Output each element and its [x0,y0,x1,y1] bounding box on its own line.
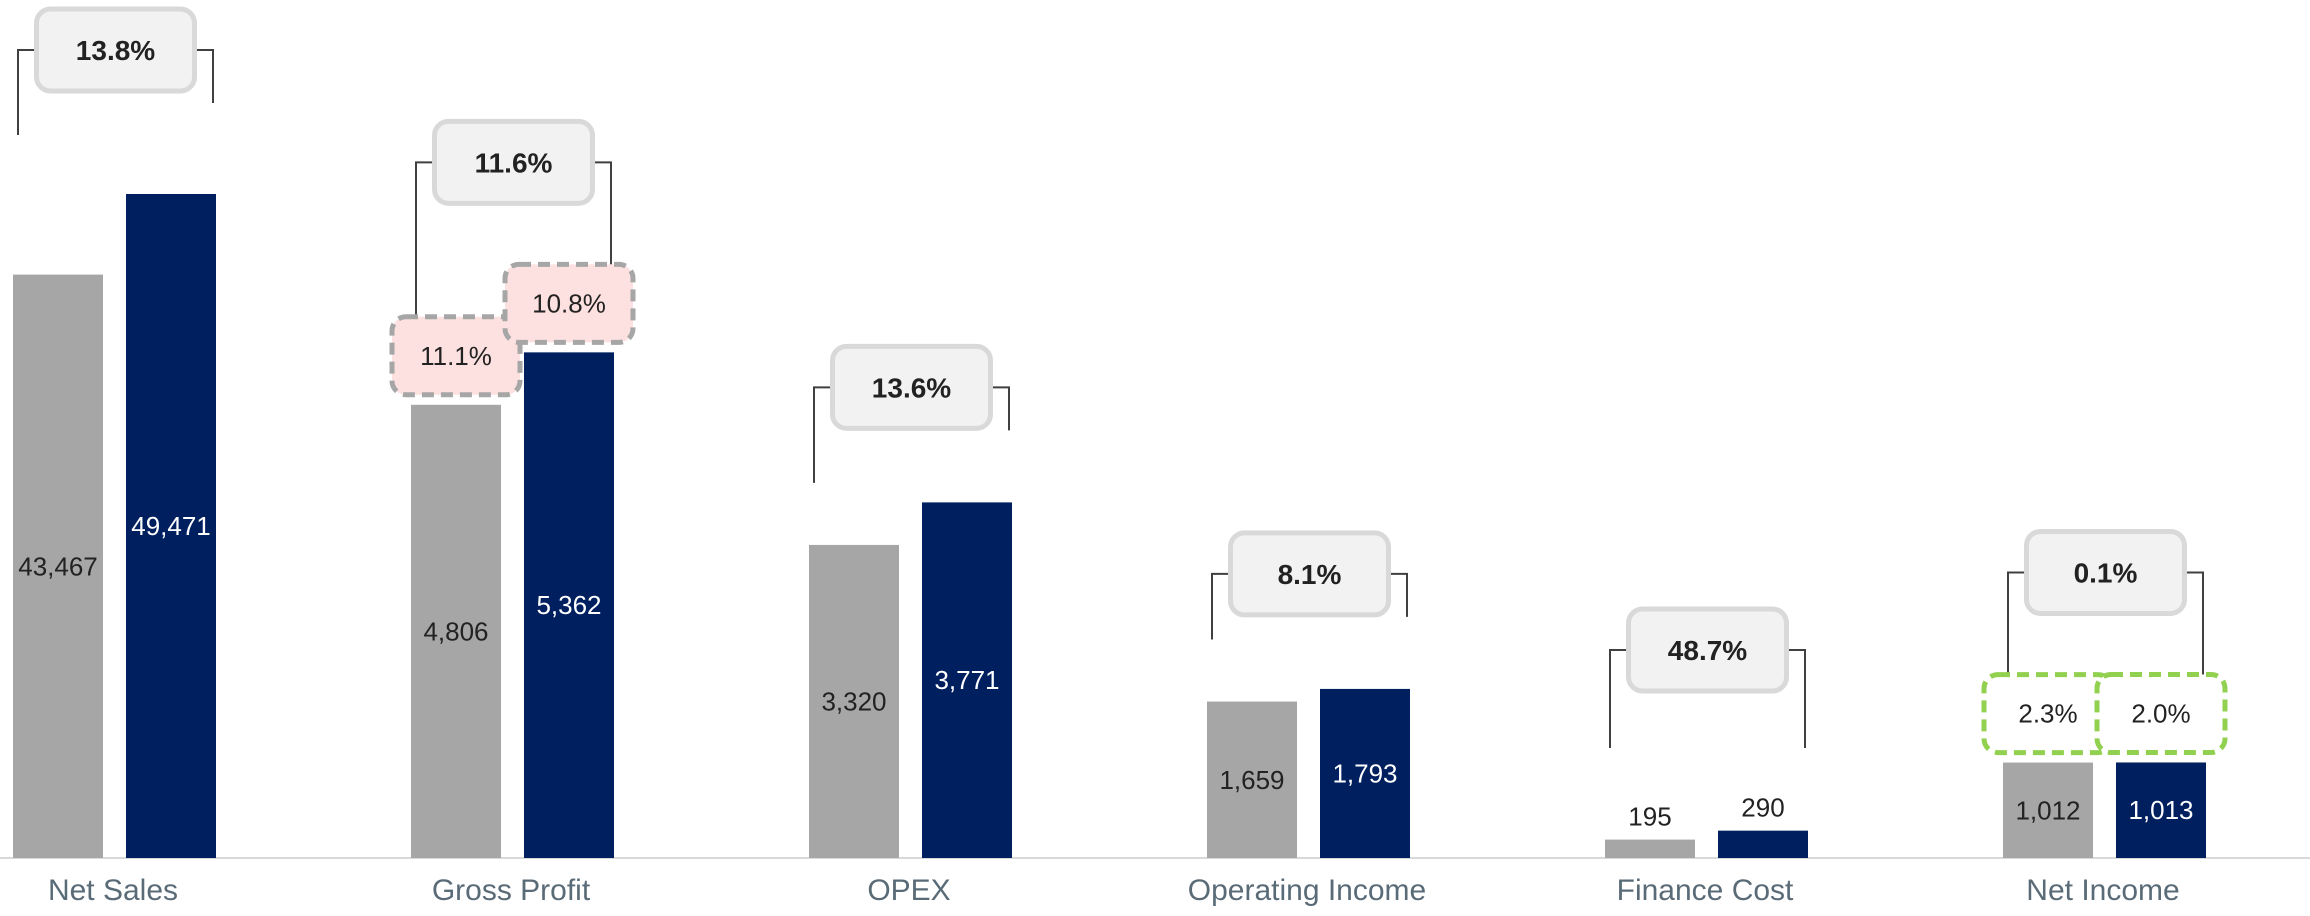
bar-net-income-prior [2003,762,2093,858]
category-labels: Net Sales Gross Profit OPEX Operating Incom… [48,874,2180,907]
bar-net-sales-current [126,194,216,858]
growth-box-net-income [2024,528,2187,616]
growth-label-net-income: 0.1% [2074,557,2138,588]
bar-opex-prior [809,544,899,858]
value-label-net-sales-current: 49,471 [131,511,211,541]
connector-left-net-sales [17,49,37,135]
value-label-opex-prior: 3,320 [821,686,886,716]
growth-box-operating-income [1228,530,1391,618]
connector-left-net-income [2007,571,2027,675]
growth-box-net-sales [34,6,197,94]
margin-label-net-income-prior: 2.3% [2018,699,2077,729]
connector-right-opex [990,386,1010,431]
bar-operating-income-prior [1207,701,1297,858]
margin-label-gross-profit-prior: 11.1% [420,341,492,371]
category-label-finance-cost: Finance Cost [1617,874,1794,907]
bar-operating-income-current [1320,688,1410,858]
connector-left-operating-income [1211,572,1231,640]
connector-left-opex [813,386,833,483]
margin-box-gross-profit-current [502,261,636,345]
bar-opex-current [922,502,1012,858]
growth-connectors [17,49,2204,748]
bar-net-sales-prior [13,274,103,859]
growth-label-opex: 13.6% [872,372,951,403]
category-label-net-income: Net Income [2026,874,2179,907]
growth-box-opex [830,343,993,431]
margin-box-gross-profit-prior [389,314,523,398]
value-label-finance-cost-prior: 195 [1628,802,1671,832]
margin-callouts: 11.1% 10.8% 2.3% 2.0% [389,261,2228,756]
value-label-operating-income-current: 1,793 [1332,758,1397,788]
bar-net-income-current [2116,762,2206,858]
value-label-gross-profit-prior: 4,806 [423,616,488,646]
bars [13,194,2206,859]
bar-finance-cost-current [1718,830,1808,858]
category-label-gross-profit: Gross Profit [432,874,591,907]
growth-box-gross-profit [432,118,595,206]
bar-gross-profit-prior [411,404,501,858]
growth-label-gross-profit: 11.6% [475,147,553,178]
margin-box-net-income-current [2094,671,2228,755]
category-label-net-sales: Net Sales [48,874,178,907]
margin-label-gross-profit-current: 10.8% [532,288,606,318]
connector-right-net-sales [194,49,214,103]
margin-label-net-income-current: 2.0% [2131,698,2190,728]
connector-left-finance-cost [1609,649,1629,748]
value-label-opex-current: 3,771 [934,665,999,695]
margin-box-net-income-prior [1981,672,2115,756]
growth-box-finance-cost [1626,606,1789,694]
value-label-net-income-prior: 1,012 [2015,795,2080,825]
bar-gross-profit-current [524,352,614,858]
growth-label-net-sales: 13.8% [76,35,155,66]
connector-right-finance-cost [1786,649,1806,748]
category-label-operating-income: Operating Income [1188,874,1426,907]
connector-right-net-income [2184,571,2204,675]
value-label-gross-profit-current: 5,362 [536,590,601,620]
value-label-operating-income-prior: 1,659 [1219,765,1284,795]
growth-label-finance-cost: 48.7% [1668,635,1747,666]
connector-right-operating-income [1388,572,1408,617]
connector-right-gross-profit [592,161,612,265]
growth-callouts: 13.8% 11.6% 13.6% 8.1% 48.7% 0.1% [34,6,2187,694]
value-label-finance-cost-current: 290 [1741,793,1784,823]
value-label-net-income-current: 1,013 [2128,795,2193,825]
growth-label-operating-income: 8.1% [1278,559,1342,590]
value-label-net-sales-prior: 43,467 [18,551,98,581]
connector-left-gross-profit [415,161,435,317]
value-labels: 43,467 49,471 4,806 5,362 3,320 3,771 1,659 1,7… [18,511,2193,832]
bar-finance-cost-prior [1605,839,1695,858]
category-label-opex: OPEX [867,874,950,907]
